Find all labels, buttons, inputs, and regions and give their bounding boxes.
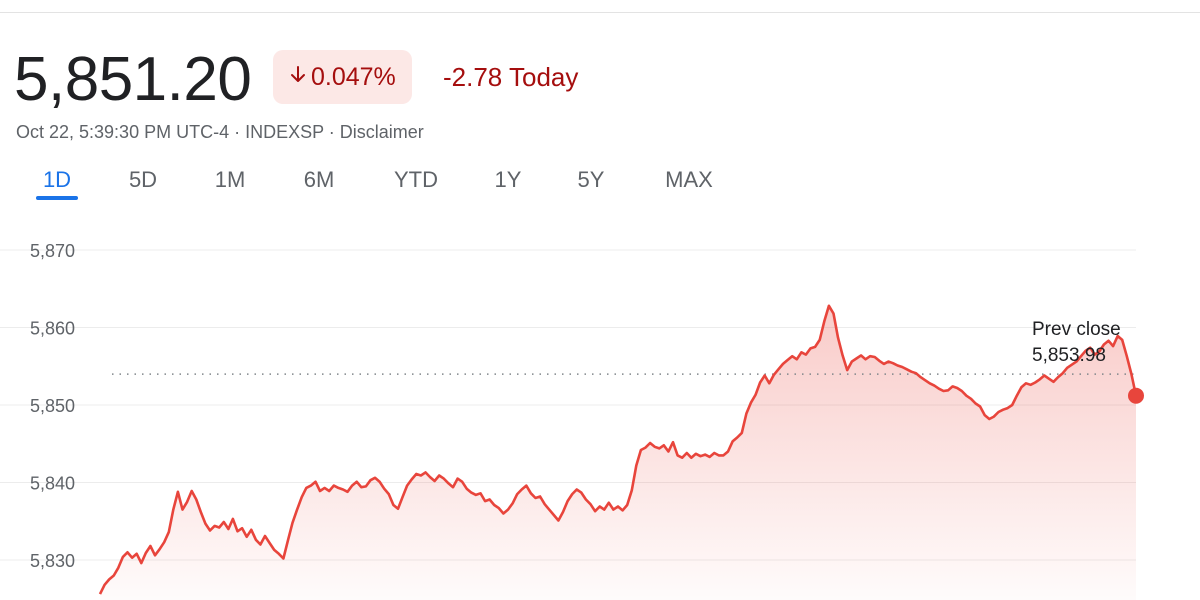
current-price: 5,851.20: [14, 45, 252, 114]
prev-close-value: 5,853.98: [1032, 345, 1106, 366]
arrow-down-icon: [289, 63, 307, 92]
change-today: -2.78 Today: [443, 62, 579, 92]
tab-5d[interactable]: 5D: [128, 167, 158, 192]
tab-ytd[interactable]: YTD: [394, 167, 438, 192]
y-tick-label: 5,830: [30, 551, 75, 571]
tab-6m[interactable]: 6M: [303, 167, 335, 192]
prev-close-label: Prev close: [1032, 319, 1121, 340]
y-tick-label: 5,840: [30, 474, 75, 494]
price-line: [98, 304, 1138, 595]
active-tab-indicator: [36, 196, 78, 200]
tab-1y[interactable]: 1Y: [494, 167, 522, 192]
last-price-dot: [1128, 387, 1144, 404]
tab-max[interactable]: MAX: [665, 167, 713, 192]
y-tick-label: 5,870: [30, 241, 75, 261]
price-area-fill: [100, 305, 1136, 600]
y-tick-label: 5,850: [30, 396, 75, 416]
tab-1m[interactable]: 1M: [214, 167, 246, 192]
y-tick-label: 5,860: [30, 319, 75, 339]
tab-1d[interactable]: 1D: [42, 167, 72, 192]
change-percent-badge: 0.047%: [273, 50, 412, 104]
tab-5y[interactable]: 5Y: [577, 167, 605, 192]
quote-meta: Oct 22, 5:39:30 PM UTC-4 · INDEXSP · Dis…: [16, 122, 424, 142]
top-divider: [0, 12, 1200, 13]
change-percent-text: 0.047%: [311, 62, 396, 91]
